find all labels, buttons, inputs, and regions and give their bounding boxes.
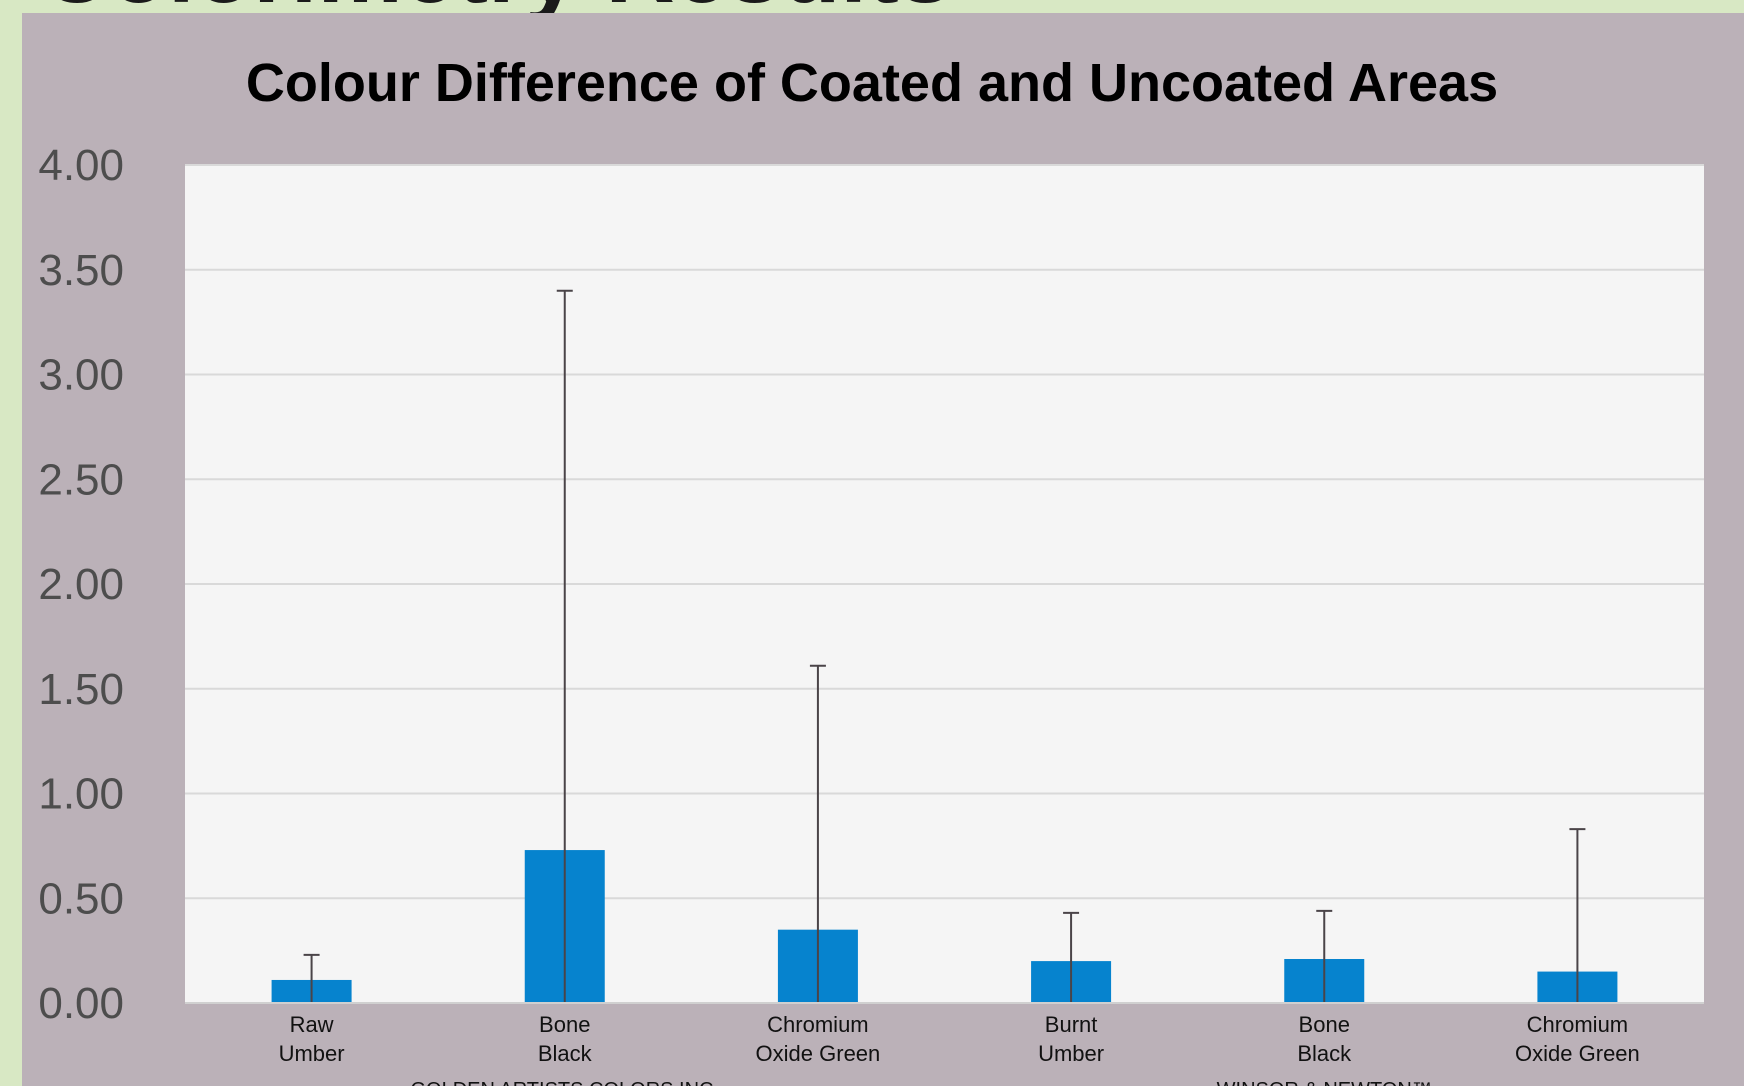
x-tick-label: Chromium (1527, 1012, 1628, 1037)
x-axis-ticks: Raw Umber Bone Black Chromium Oxide Green Burn… (279, 1012, 1640, 1066)
y-tick-label: 2.00 (38, 560, 124, 609)
group-label: WINSOR & NEWTON™ (1217, 1079, 1432, 1086)
y-tick-label: 1.00 (38, 770, 124, 819)
x-tick-label: Black (1297, 1041, 1352, 1066)
gridlines (185, 164, 1704, 900)
y-tick-label: 3.00 (38, 351, 124, 400)
x-tick-label: Burnt (1045, 1012, 1098, 1037)
group-labels: GOLDEN ARTISTS COLORS INC. WINSOR & NEWTO… (410, 1079, 1431, 1086)
x-tick-label: Bone (539, 1012, 590, 1037)
x-tick-label: Umber (1038, 1041, 1104, 1066)
y-tick-label: 1.50 (38, 665, 124, 714)
x-tick-label: Oxide Green (1515, 1041, 1640, 1066)
y-tick-label: 0.50 (38, 874, 124, 923)
y-tick-label: 3.50 (38, 246, 124, 295)
y-tick-label: 2.50 (38, 455, 124, 504)
x-tick-label: Black (538, 1041, 593, 1066)
x-tick-label: Oxide Green (756, 1041, 881, 1066)
x-tick-label: Bone (1299, 1012, 1350, 1037)
y-axis-ticks: 0.00 0.50 1.00 1.50 2.00 2.50 3.00 3.50 4.00 (38, 141, 124, 1028)
chart-title: Colour Difference of Coated and Uncoated… (245, 53, 1499, 113)
error-bars (303, 289, 1586, 1003)
y-tick-label: 4.00 (38, 141, 124, 190)
group-label: GOLDEN ARTISTS COLORS INC. (410, 1079, 719, 1086)
x-tick-label: Umber (279, 1041, 345, 1066)
x-tick-label: Chromium (767, 1012, 868, 1037)
x-tick-label: Raw (290, 1012, 334, 1037)
y-tick-label: 0.00 (38, 979, 124, 1028)
